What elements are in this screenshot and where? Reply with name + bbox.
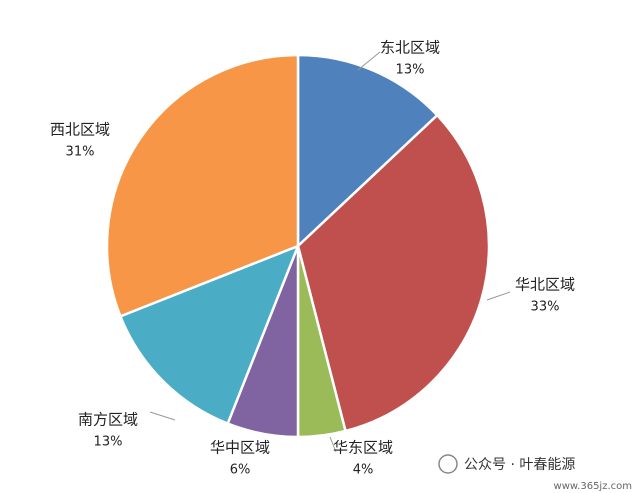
leader-line: [329, 436, 337, 453]
watermark: 公众号 · 叶春能源 www.365jz.com: [438, 454, 632, 492]
slice-label: 华北区域: [515, 276, 575, 294]
slice-value-label: 13%: [396, 63, 425, 78]
slice-value-label: 33%: [531, 300, 560, 315]
slice-label: 西北区域: [50, 121, 110, 139]
watermark-site: www.365jz.com: [554, 481, 632, 492]
pie-slice: [118, 243, 301, 426]
slice-value-label: 6%: [230, 463, 251, 478]
slice-value-label: 13%: [94, 435, 123, 450]
slice-label: 东北区域: [380, 39, 440, 57]
leader-line: [486, 291, 511, 301]
watermark-icon: [438, 454, 458, 474]
slice-label: 华中区域: [210, 439, 270, 457]
leader-line: [357, 51, 381, 71]
pie-slice: [296, 53, 440, 249]
slice-label: 华东区域: [333, 439, 393, 457]
leader-line: [149, 411, 176, 421]
pie-slice: [105, 53, 300, 318]
watermark-account: 公众号 · 叶春能源: [464, 457, 575, 473]
slice-value-label: 31%: [66, 145, 95, 160]
slice-value-label: 4%: [353, 463, 374, 478]
pie-slice: [296, 113, 491, 433]
slice-label: 南方区域: [78, 411, 138, 429]
